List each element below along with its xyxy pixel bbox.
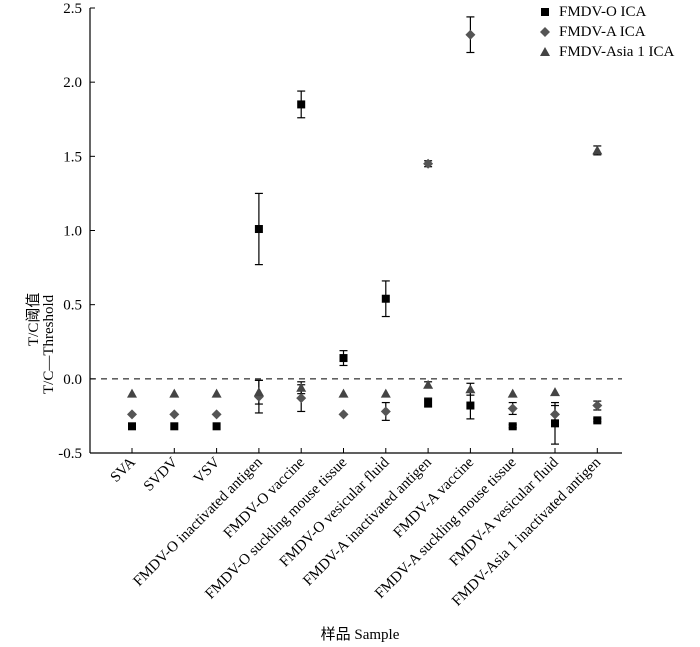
point-fmdv-asia1: [296, 382, 307, 392]
y-axis-label: T/C阈值 T/C—Threshold: [18, 150, 58, 400]
legend-item-fmdv-o: FMDV-O ICA: [536, 2, 674, 22]
point-fmdv-o: [424, 398, 433, 407]
point-fmdv-o: [551, 419, 559, 428]
point-fmdv-o: [297, 100, 306, 109]
point-fmdv-a: [592, 400, 603, 411]
point-fmdv-a: [338, 409, 349, 420]
point-fmdv-o: [128, 422, 136, 431]
point-fmdv-asia1: [380, 388, 391, 398]
y-axis-label-cn: T/C阈值: [26, 292, 42, 346]
y-tick-label: 0.5: [63, 298, 82, 314]
point-fmdv-asia1: [592, 145, 603, 155]
point-fmdv-a: [550, 409, 560, 420]
point-fmdv-asia1: [169, 388, 180, 398]
point-fmdv-asia1: [127, 388, 137, 398]
y-tick-label: -0.5: [58, 446, 82, 462]
point-fmdv-o: [339, 354, 348, 363]
point-fmdv-a: [423, 158, 434, 169]
point-fmdv-a: [507, 403, 518, 414]
diamond-marker-icon: [540, 27, 550, 37]
point-fmdv-o: [593, 416, 602, 425]
x-tick-label: VSV: [191, 454, 224, 487]
data-points: [127, 29, 603, 431]
y-tick-label: 1.0: [63, 224, 82, 240]
y-tick-label: 1.5: [63, 149, 82, 165]
point-fmdv-a: [169, 409, 180, 420]
point-fmdv-o: [212, 422, 221, 431]
y-tick-label: 0.0: [63, 372, 82, 388]
point-fmdv-asia1: [338, 388, 349, 398]
legend-label-fmdv-a: FMDV-A ICA: [559, 23, 646, 40]
y-axis-label-en: T/C—Threshold: [41, 294, 57, 394]
point-fmdv-a: [296, 393, 307, 404]
x-tick-label: SVDV: [141, 454, 181, 494]
point-fmdv-a: [380, 406, 391, 417]
point-fmdv-o: [466, 401, 475, 410]
y-tick-label: 2.5: [63, 1, 82, 17]
point-fmdv-asia1: [550, 387, 560, 397]
point-fmdv-a: [127, 409, 137, 420]
axes: [89, 8, 622, 454]
y-tick-label: 2.0: [63, 75, 82, 91]
point-fmdv-o: [508, 422, 517, 431]
y-ticks: -0.5 0.0 0.5 1.0 1.5 2.0 2.5: [58, 1, 95, 462]
point-fmdv-asia1: [253, 387, 264, 397]
legend-item-fmdv-a: FMDV-A ICA: [536, 22, 674, 42]
legend-label-fmdv-asia1: FMDV-Asia 1 ICA: [559, 43, 675, 60]
x-axis-label: 样品 Sample: [320, 627, 400, 643]
point-fmdv-a: [465, 29, 476, 40]
point-fmdv-o: [381, 294, 390, 303]
point-fmdv-asia1: [423, 379, 434, 389]
point-fmdv-asia1: [465, 384, 476, 394]
x-tick-label: SVA: [108, 454, 139, 485]
square-marker-icon: [541, 8, 549, 16]
legend-label-fmdv-o: FMDV-O ICA: [559, 3, 647, 20]
legend-item-fmdv-asia1: FMDV-Asia 1 ICA: [536, 42, 674, 62]
point-fmdv-o: [254, 225, 263, 234]
point-fmdv-a: [211, 409, 222, 420]
point-fmdv-asia1: [211, 388, 222, 398]
legend: FMDV-O ICA FMDV-A ICA FMDV-Asia 1 ICA: [536, 2, 674, 62]
triangle-marker-icon: [540, 47, 550, 56]
point-fmdv-o: [170, 422, 179, 431]
point-fmdv-asia1: [507, 388, 518, 398]
